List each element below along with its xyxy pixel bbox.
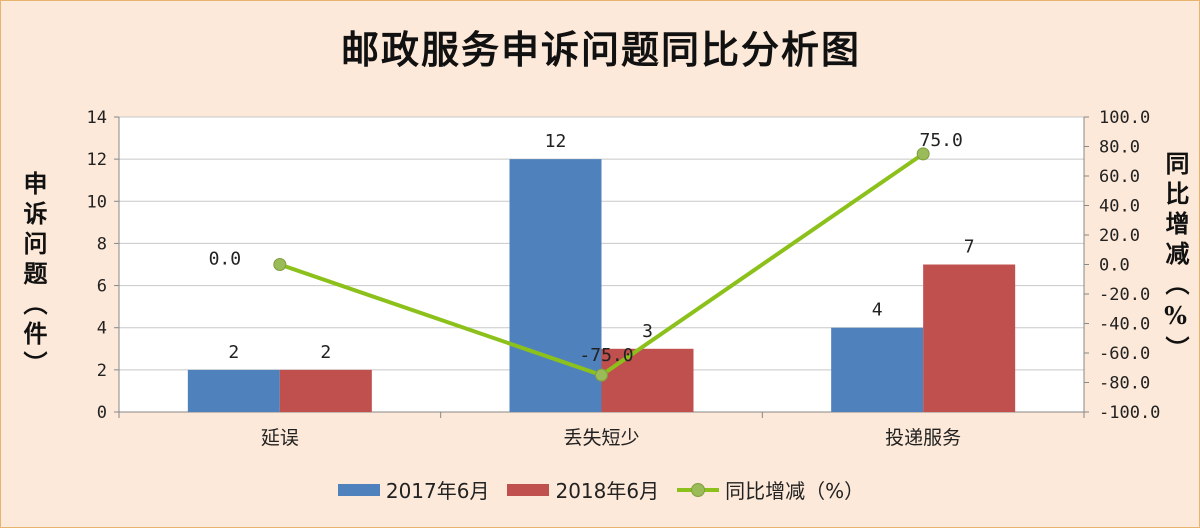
y-right-tick-label: 20.0 (1099, 226, 1140, 246)
legend-item-yoy: 同比增减（%） (677, 475, 864, 504)
y-left-tick-label: 2 (97, 361, 107, 381)
bar-data-label: 2 (228, 342, 239, 363)
legend-swatch-2018 (507, 483, 550, 496)
y-right-tick-label: 40.0 (1099, 197, 1140, 217)
bar-data-label: 4 (872, 300, 883, 321)
y-right-tick-label: 60.0 (1099, 167, 1140, 187)
y-right-tick-label: -60.0 (1099, 344, 1150, 364)
yoy-data-label: 75.0 (919, 130, 962, 151)
y-axis-left-label: 申诉问题（件） (19, 171, 48, 381)
bar-2018 (923, 264, 1016, 412)
bar-data-label: 3 (642, 321, 653, 342)
bar-2017 (831, 327, 924, 412)
y-right-tick-label: -80.0 (1099, 374, 1150, 394)
yoy-point (916, 147, 930, 161)
bar-2017 (187, 369, 280, 412)
y-left-tick-label: 12 (87, 150, 107, 170)
yoy-data-label: 0.0 (209, 249, 242, 270)
y-left-tick-label: 4 (97, 319, 107, 339)
x-tick-label: 丢失短少 (563, 427, 639, 449)
legend-swatch-yoy (677, 482, 720, 497)
y-right-tick-label: 0.0 (1099, 256, 1130, 276)
y-right-tick-label: 100.0 (1099, 108, 1150, 128)
bar-data-label: 2 (320, 342, 331, 363)
yoy-point (273, 258, 287, 271)
x-tick-label: 延误 (261, 427, 299, 449)
bar-data-label: 12 (545, 131, 567, 152)
legend-item-2017: 2017年6月 (337, 475, 490, 504)
legend-label-2018: 2018年6月 (555, 479, 660, 503)
x-tick-label: 投递服务 (885, 427, 961, 449)
yoy-data-label: -75.0 (579, 345, 633, 366)
y-left-tick-label: 8 (97, 234, 107, 254)
legend: 2017年6月 2018年6月 同比增减（%） (1, 475, 1200, 504)
bar-2017 (509, 159, 602, 412)
bar-data-label: 7 (964, 237, 975, 258)
y-left-tick-label: 14 (87, 108, 107, 128)
y-right-tick-label: -20.0 (1099, 285, 1150, 305)
bar-2018 (601, 348, 694, 412)
bar-2018 (279, 369, 372, 412)
y-right-tick-label: -40.0 (1099, 315, 1150, 335)
chart-title: 邮政服务申诉问题同比分析图 (340, 27, 861, 72)
y-left-tick-label: 10 (87, 192, 107, 212)
y-axis-right-label: 同比增减（%） (1161, 151, 1190, 366)
y-left-tick-label: 0 (97, 403, 107, 423)
y-right-tick-label: -100.0 (1099, 403, 1160, 423)
legend-label-2017: 2017年6月 (385, 479, 490, 503)
legend-item-2018: 2018年6月 (507, 475, 659, 504)
y-left-tick-label: 6 (97, 277, 107, 297)
legend-swatch-2017 (337, 483, 380, 496)
legend-label-yoy: 同比增减（%） (725, 479, 865, 503)
y-right-tick-label: 80.0 (1099, 138, 1140, 158)
yoy-point (595, 368, 608, 382)
